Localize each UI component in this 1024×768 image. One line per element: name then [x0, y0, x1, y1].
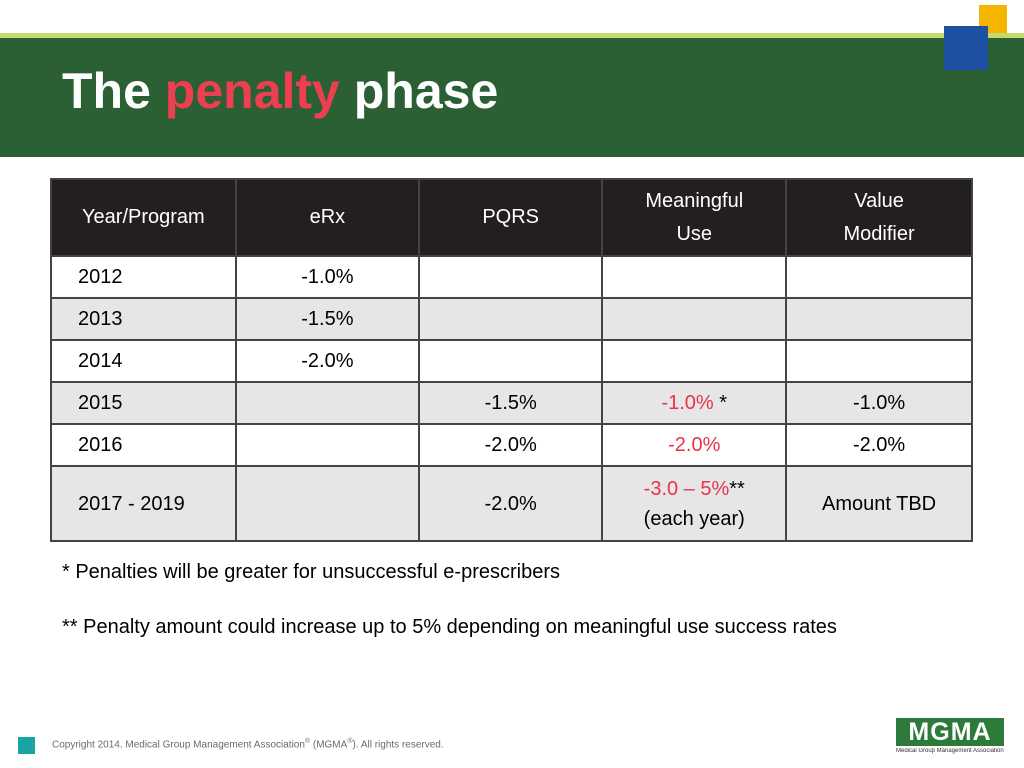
value-modifier-cell	[785, 297, 973, 341]
meaningful-use-cell: -3.0 – 5%** (each year)	[601, 465, 788, 542]
value-modifier-cell	[785, 255, 973, 299]
footnote-two: ** Penalty amount could increase up to 5…	[62, 616, 837, 638]
logo-wordmark: MGMA	[896, 718, 1004, 746]
header-pqrs: PQRS	[418, 178, 604, 257]
table-row: 2013 -1.5%	[50, 297, 973, 341]
erx-cell	[234, 423, 421, 467]
header-value-modifier: Value Modifier	[785, 178, 973, 257]
table-row: 2012 -1.0%	[50, 255, 973, 299]
copyright-part: (MGMA	[310, 739, 348, 751]
mu-note: (each year)	[643, 507, 745, 530]
meaningful-use-cell	[601, 297, 788, 341]
mu-value: -1.0%	[661, 391, 714, 414]
header-band	[0, 38, 1024, 157]
table-row: 2014 -2.0%	[50, 339, 973, 383]
title-suffix: phase	[339, 63, 499, 119]
erx-cell: -2.0%	[234, 339, 421, 383]
erx-cell	[234, 381, 421, 425]
pqrs-cell	[418, 339, 604, 383]
header-erx: eRx	[234, 178, 421, 257]
registered-mark: ®	[347, 738, 353, 745]
mu-value: -3.0 – 5%	[643, 477, 730, 500]
value-modifier-cell	[785, 339, 973, 383]
pqrs-cell	[418, 255, 604, 299]
pqrs-cell: -2.0%	[418, 465, 604, 542]
meaningful-use-cell: -2.0%	[601, 423, 788, 467]
table-header-row: Year/Program eRx PQRS Meaningful Use Val…	[50, 178, 973, 257]
title-accent: penalty	[164, 63, 340, 119]
year-cell: 2015	[50, 381, 237, 425]
top-accent-line	[0, 33, 1024, 38]
year-cell: 2013	[50, 297, 237, 341]
value-modifier-cell: -1.0%	[785, 381, 973, 425]
mu-footnote-mark: **	[729, 477, 745, 500]
decorative-blue-square	[944, 26, 988, 70]
mu-footnote-mark: *	[713, 391, 728, 414]
copyright-part: Copyright 2014. Medical Group Management…	[52, 739, 305, 751]
pqrs-cell	[418, 297, 604, 341]
mgma-logo: MGMA Medical Group Management Associatio…	[896, 718, 1004, 758]
table-row: 2015 -1.5% -1.0% * -1.0%	[50, 381, 973, 425]
footnote-one: * Penalties will be greater for unsucces…	[62, 561, 560, 583]
meaningful-use-cell: -1.0% *	[601, 381, 788, 425]
erx-cell	[234, 465, 421, 542]
value-modifier-cell: Amount TBD	[785, 465, 973, 542]
title-prefix: The	[62, 63, 165, 119]
penalty-table: Year/Program eRx PQRS Meaningful Use Val…	[50, 178, 973, 542]
year-cell: 2012	[50, 255, 237, 299]
copyright-text: Copyright 2014. Medical Group Management…	[52, 738, 444, 750]
table-row: 2017 - 2019 -2.0% -3.0 – 5%** (each year)…	[50, 465, 973, 542]
footer-square-icon	[18, 737, 35, 754]
copyright-part: ). All rights reserved.	[352, 739, 444, 751]
table-row: 2016 -2.0% -2.0% -2.0%	[50, 423, 973, 467]
header-year-program: Year/Program	[50, 178, 237, 257]
pqrs-cell: -1.5%	[418, 381, 604, 425]
year-cell: 2016	[50, 423, 237, 467]
pqrs-cell: -2.0%	[418, 423, 604, 467]
year-cell: 2017 - 2019	[50, 465, 237, 542]
meaningful-use-cell	[601, 255, 788, 299]
meaningful-use-cell	[601, 339, 788, 383]
year-cell: 2014	[50, 339, 237, 383]
erx-cell: -1.0%	[234, 255, 421, 299]
value-modifier-cell: -2.0%	[785, 423, 973, 467]
logo-subtext: Medical Group Management Association	[896, 748, 1004, 754]
slide-title: The penalty phase	[62, 62, 498, 120]
registered-mark: ®	[304, 738, 311, 745]
erx-cell: -1.5%	[234, 297, 421, 341]
mu-value: -2.0%	[668, 433, 721, 456]
header-meaningful-use: Meaningful Use	[601, 178, 788, 257]
